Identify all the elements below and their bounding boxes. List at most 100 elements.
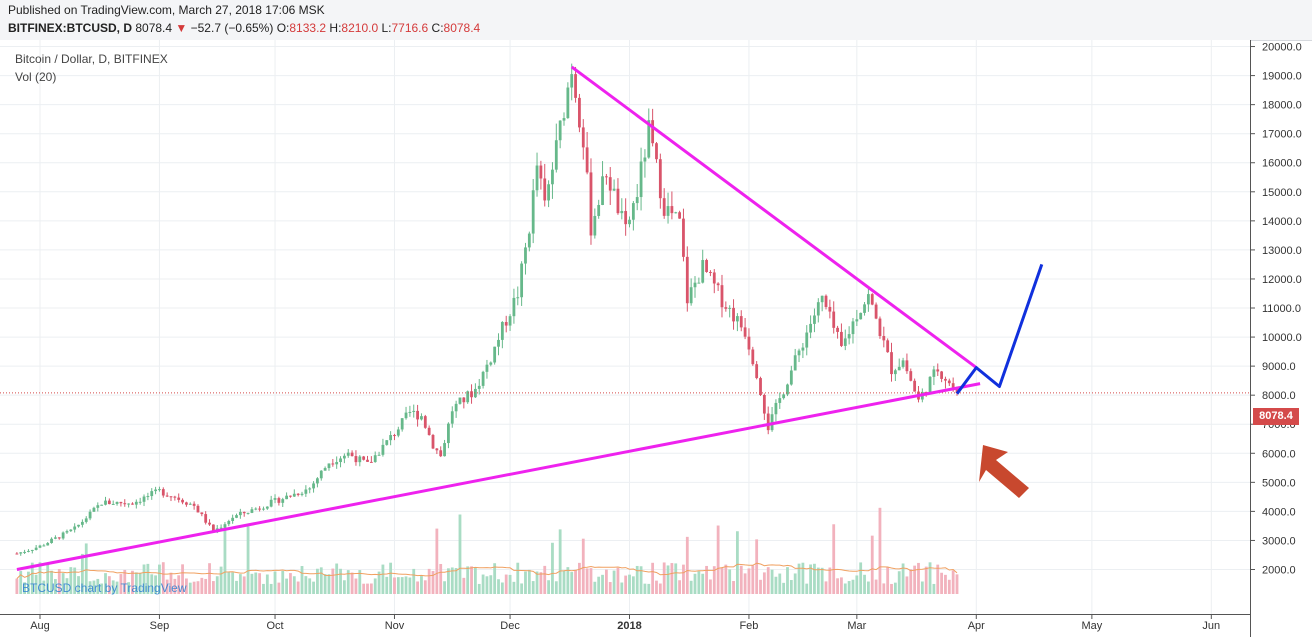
candle-body	[65, 531, 69, 533]
candle-body	[77, 524, 80, 527]
candle-body	[423, 416, 427, 428]
candle-body	[462, 397, 466, 403]
volume-bar	[131, 570, 134, 594]
volume-ma	[16, 562, 958, 579]
volume-bar	[631, 576, 635, 594]
price-chart[interactable]: 2000.03000.04000.05000.06000.07000.08000…	[0, 40, 1312, 637]
volume-bar	[254, 572, 258, 594]
volume-bar	[416, 581, 419, 594]
volume-bar	[724, 564, 728, 594]
candle-body	[809, 323, 812, 333]
volume-bar	[439, 563, 443, 594]
volume-bar	[720, 567, 724, 594]
volume-bar	[219, 566, 223, 594]
volume-bar	[747, 568, 751, 594]
time-axis[interactable]: Aug Sep Oct Nov Dec 2018 Feb Mar Apr May Jun	[0, 614, 1250, 632]
candle-body	[312, 483, 315, 489]
time-tick-label: May	[1081, 620, 1102, 632]
volume-bar	[759, 579, 762, 594]
price-axis[interactable]: 2000.03000.04000.05000.06000.07000.08000…	[1250, 40, 1302, 637]
candle-body	[778, 398, 782, 403]
candle-body	[373, 455, 377, 463]
candle-body	[408, 411, 412, 413]
tradingview-watermark[interactable]: BTCUSD chart by TradingView	[22, 581, 187, 595]
close-label: C:	[431, 21, 444, 35]
candle-body	[828, 306, 832, 312]
volume-bar	[709, 579, 712, 594]
volume-bar	[373, 578, 377, 594]
candle-body	[342, 455, 346, 459]
candle-body	[477, 385, 481, 389]
volume-bar	[782, 582, 786, 594]
candle-body	[127, 503, 131, 505]
volume-bar	[119, 574, 123, 594]
candle-body	[150, 491, 154, 497]
candle-body	[570, 74, 574, 88]
volume-bar	[762, 572, 766, 594]
volume-bar	[238, 574, 242, 594]
volume-bar	[489, 575, 493, 594]
price-change: −52.7 (−0.65%)	[190, 21, 274, 35]
low-label: L:	[381, 21, 392, 35]
candle-body	[820, 295, 824, 303]
volume-bar	[57, 569, 61, 594]
candle-body	[454, 403, 458, 412]
volume-bar	[458, 514, 462, 594]
volume-bar	[450, 567, 454, 594]
candle-body	[504, 322, 508, 326]
volume-bar	[682, 564, 685, 594]
candle-body	[100, 504, 104, 506]
candle-body	[866, 294, 870, 305]
candle-body	[531, 190, 535, 234]
candle-body	[231, 517, 235, 522]
candle-body	[639, 161, 643, 198]
volume-bar	[755, 539, 759, 594]
candle-body	[886, 340, 890, 353]
candle-body	[624, 211, 628, 225]
candle-body	[516, 297, 520, 299]
candle-body	[281, 499, 285, 503]
volume-bar	[211, 581, 215, 594]
candle-body	[631, 203, 635, 220]
candle-body	[208, 522, 211, 525]
volume-bar	[828, 567, 832, 594]
candle-body	[381, 444, 385, 455]
candle-body	[897, 366, 901, 371]
candle-body	[527, 233, 531, 248]
down-triangle-icon: ▼	[175, 21, 188, 35]
candle-body	[539, 165, 543, 179]
volume-bar	[805, 583, 809, 594]
volume-bar	[870, 535, 874, 594]
candle-body	[470, 391, 473, 398]
volume-bar	[893, 582, 897, 594]
volume-bar	[859, 562, 863, 594]
volume-bar	[115, 581, 119, 594]
volume-bar	[235, 580, 238, 594]
volume-bar	[820, 567, 824, 594]
volume-bar	[377, 571, 381, 594]
candle-body	[458, 397, 462, 404]
volume-bar	[558, 529, 562, 594]
candle-body	[416, 410, 419, 420]
volume-bar	[616, 567, 620, 594]
candle-body	[497, 339, 500, 347]
volume-bar	[215, 576, 219, 594]
price-tick-label: 14000.0	[1262, 216, 1302, 228]
volume-bar	[947, 579, 951, 594]
candle-body	[944, 378, 947, 381]
candle-body	[173, 496, 177, 498]
volume-bar	[331, 568, 335, 594]
candle-body	[847, 334, 851, 339]
candle-body	[759, 378, 762, 395]
candle-body	[843, 338, 847, 346]
candle-body	[905, 360, 909, 372]
price-tick-label: 19000.0	[1262, 71, 1302, 83]
volume-bar	[342, 580, 346, 594]
volume-bar	[809, 564, 812, 594]
candle-body	[797, 350, 801, 356]
candle-body	[111, 503, 115, 505]
volume-bar	[932, 583, 936, 594]
candle-body	[323, 468, 327, 471]
candle-body	[61, 532, 65, 539]
volume-bar	[281, 570, 285, 594]
